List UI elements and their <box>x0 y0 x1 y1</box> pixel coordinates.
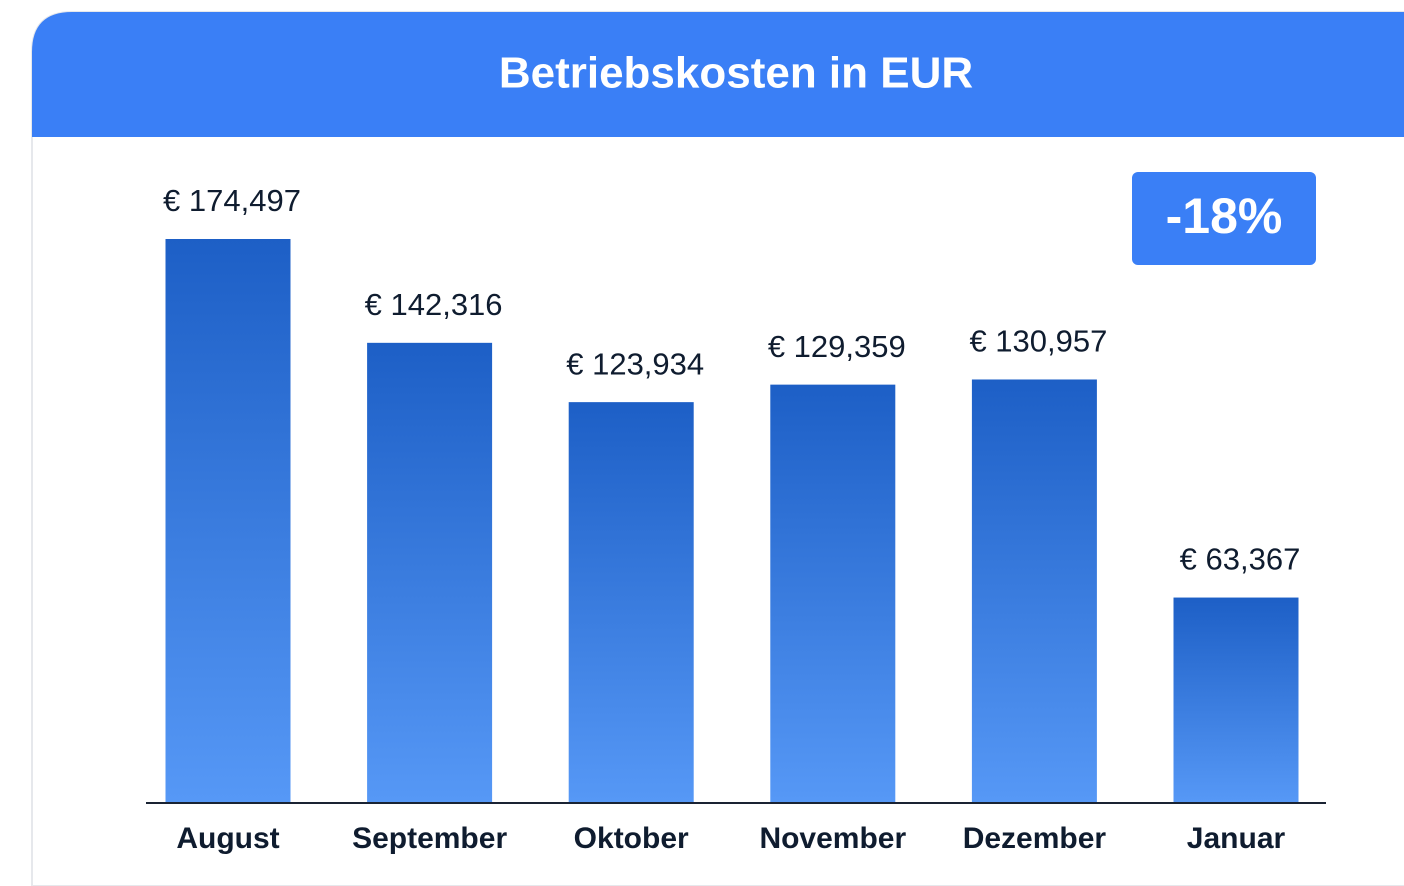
badge <box>1132 172 1316 265</box>
bar <box>367 342 493 802</box>
x-tick-label: Dezember <box>963 822 1107 855</box>
badge-text: -18% <box>1166 188 1283 244</box>
bar <box>165 239 291 802</box>
bar <box>568 402 694 802</box>
value-label: € 123,934 <box>566 346 704 381</box>
chart-title: Betriebskosten in EUR <box>499 49 973 98</box>
value-label: € 129,359 <box>768 329 906 364</box>
value-label: € 142,316 <box>365 287 503 322</box>
value-label: € 174,497 <box>163 183 301 218</box>
bar <box>1173 597 1299 802</box>
value-label: € 63,367 <box>1180 542 1301 577</box>
x-tick-label: August <box>176 822 279 855</box>
x-tick-label: Oktober <box>574 822 689 855</box>
bar <box>971 379 1097 802</box>
x-tick-label: November <box>759 822 906 855</box>
x-tick-label: September <box>352 822 507 855</box>
value-label: € 130,957 <box>969 324 1107 359</box>
card-header <box>32 12 1404 137</box>
bar <box>770 384 896 802</box>
x-tick-label: Januar <box>1187 822 1286 855</box>
